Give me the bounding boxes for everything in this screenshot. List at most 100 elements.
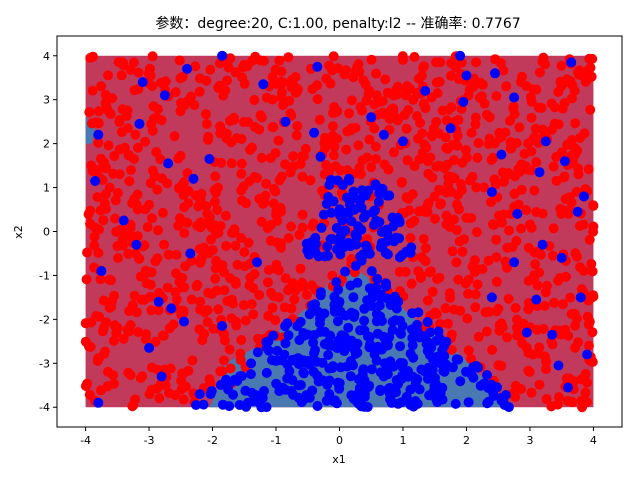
data-point xyxy=(297,222,308,233)
data-point xyxy=(93,106,104,117)
data-point xyxy=(198,399,209,410)
data-point xyxy=(548,223,559,234)
data-point xyxy=(235,348,246,359)
data-point xyxy=(553,275,564,286)
data-point xyxy=(261,402,272,413)
x-tick-label: -2 xyxy=(207,434,218,447)
data-point xyxy=(445,293,456,303)
data-point xyxy=(338,341,349,352)
data-point xyxy=(220,85,231,96)
data-point xyxy=(362,152,373,163)
data-point xyxy=(399,109,410,120)
data-point xyxy=(107,93,118,104)
data-point xyxy=(481,109,492,120)
data-point xyxy=(475,380,486,391)
data-point xyxy=(429,191,440,202)
data-point xyxy=(392,115,403,126)
data-point xyxy=(486,197,496,208)
data-point xyxy=(86,160,97,171)
data-point xyxy=(126,165,136,176)
data-point xyxy=(202,208,213,219)
y-tick-label: 3 xyxy=(43,94,50,107)
data-point xyxy=(420,85,431,96)
y-tick-label: -4 xyxy=(39,401,50,414)
data-point xyxy=(435,319,445,329)
data-point xyxy=(332,175,343,186)
data-point xyxy=(585,104,596,115)
data-point xyxy=(523,347,534,358)
data-point xyxy=(440,303,451,314)
data-point xyxy=(346,390,357,401)
data-point xyxy=(445,123,456,134)
data-point xyxy=(425,152,436,163)
data-point xyxy=(391,303,402,314)
data-point xyxy=(455,50,466,61)
data-point xyxy=(194,389,205,400)
data-point xyxy=(521,205,532,216)
data-point xyxy=(216,157,227,168)
data-point xyxy=(422,317,433,327)
data-point xyxy=(364,134,375,145)
data-point xyxy=(375,291,386,302)
data-point xyxy=(113,57,124,68)
data-point xyxy=(322,379,333,390)
data-point xyxy=(224,401,235,412)
data-point xyxy=(234,400,245,410)
data-point xyxy=(382,364,393,375)
data-point xyxy=(147,362,157,373)
data-point xyxy=(540,59,551,70)
data-point xyxy=(134,118,145,129)
data-point xyxy=(200,248,210,259)
data-point xyxy=(479,182,489,193)
data-point xyxy=(406,278,417,289)
data-point xyxy=(145,279,156,290)
data-point xyxy=(586,258,597,269)
data-point xyxy=(85,341,96,352)
data-point xyxy=(437,105,448,116)
data-point xyxy=(477,264,488,275)
data-point xyxy=(280,273,291,284)
data-point xyxy=(454,204,464,215)
data-point xyxy=(240,385,251,396)
data-point xyxy=(439,351,450,361)
data-point xyxy=(361,240,371,251)
data-point xyxy=(110,213,121,224)
data-point xyxy=(129,194,140,205)
data-point xyxy=(529,185,540,196)
data-point xyxy=(220,210,231,221)
data-point xyxy=(171,294,182,305)
data-point xyxy=(114,169,125,180)
data-point xyxy=(426,92,437,103)
data-point xyxy=(415,117,426,128)
data-point xyxy=(365,339,376,350)
data-point xyxy=(163,158,174,169)
data-point xyxy=(156,115,167,126)
scatter-points xyxy=(80,50,599,413)
data-point xyxy=(483,255,494,266)
data-point xyxy=(283,52,294,63)
data-point xyxy=(128,400,139,411)
data-point xyxy=(147,213,157,224)
data-point xyxy=(504,225,514,236)
data-point xyxy=(397,249,408,260)
data-point xyxy=(560,194,571,204)
data-point xyxy=(96,266,107,276)
data-point xyxy=(331,223,342,233)
data-point xyxy=(453,354,464,365)
data-point xyxy=(246,358,257,369)
data-point xyxy=(516,223,526,234)
data-point xyxy=(587,327,598,338)
data-point xyxy=(109,320,120,331)
data-point xyxy=(400,266,411,277)
data-point xyxy=(103,366,113,377)
data-point xyxy=(243,397,253,408)
data-point xyxy=(382,249,393,260)
data-point xyxy=(537,208,548,219)
data-point xyxy=(412,374,423,385)
data-point xyxy=(129,290,140,301)
data-point xyxy=(580,387,591,398)
data-point xyxy=(218,329,229,340)
data-point xyxy=(118,333,129,344)
data-point xyxy=(358,364,369,375)
x-tick-label: -3 xyxy=(144,434,155,447)
